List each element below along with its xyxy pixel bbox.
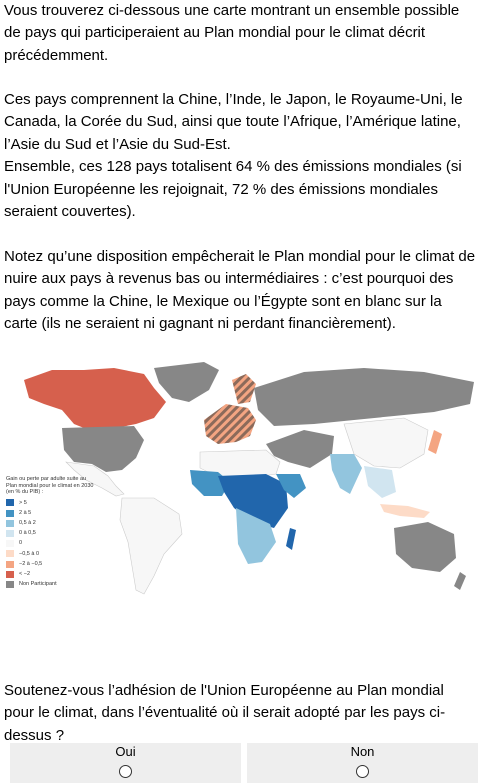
choice-no[interactable]: Non xyxy=(247,743,478,783)
map-south-america xyxy=(119,497,183,595)
legend-swatch xyxy=(6,540,14,548)
map-usa xyxy=(62,426,144,472)
map-russia xyxy=(254,368,474,426)
legend-item: 0,5 à 2 xyxy=(6,518,98,528)
map-europe xyxy=(204,404,256,444)
map-india xyxy=(330,454,362,494)
map-new-zealand xyxy=(454,572,466,590)
choice-no-label: Non xyxy=(350,744,375,759)
legend-label: −0,5 à 0 xyxy=(19,550,40,557)
legend-item: 0 xyxy=(6,539,98,549)
legend-label: Non Participant xyxy=(19,581,57,588)
map-madagascar xyxy=(286,528,296,550)
intro-paragraph-2: Ces pays comprennent la Chine, l’Inde, l… xyxy=(4,89,478,223)
radio-no[interactable] xyxy=(356,765,369,778)
map-canada xyxy=(24,368,166,432)
legend-label: 0 xyxy=(19,540,23,547)
intro-countries-text: Ces pays comprennent la Chine, l’Inde, l… xyxy=(4,91,463,153)
radio-yes[interactable] xyxy=(119,765,132,778)
legend-label: 0,5 à 2 xyxy=(19,519,36,526)
map-greenland xyxy=(154,362,219,402)
map-china xyxy=(343,417,429,469)
map-mexico xyxy=(65,461,125,497)
legend-item: > 5 xyxy=(6,498,98,508)
legend-swatch xyxy=(6,570,14,578)
legend-item: −2 à −0,5 xyxy=(6,559,98,569)
map-australia xyxy=(394,522,456,572)
map-southern-africa xyxy=(236,508,276,564)
legend-swatch xyxy=(6,580,14,588)
question-text: Soutenez-vous l’adhésion de l'Union Euro… xyxy=(4,682,446,744)
map-southeast-asia xyxy=(364,466,396,498)
intro-paragraph-3: Notez qu’une disposition empêcherait le … xyxy=(4,248,476,333)
legend-swatch xyxy=(6,560,14,568)
legend-label: −2 à −0,5 xyxy=(19,560,43,567)
legend-label: 0 à 0,5 xyxy=(19,530,36,537)
choice-yes-label: Oui xyxy=(115,744,136,759)
legend-swatch xyxy=(6,509,14,517)
legend-swatch xyxy=(6,519,14,527)
legend-item: 0 à 0,5 xyxy=(6,528,98,538)
map-japan xyxy=(428,430,442,454)
map-indonesia xyxy=(380,504,430,518)
legend-title: Gain ou perte par adulte suite au Plan m… xyxy=(6,476,94,496)
map-middle-east xyxy=(266,430,334,468)
legend-item: 2 à 5 xyxy=(6,508,98,518)
legend-swatch xyxy=(6,499,14,507)
legend-item: < −2 xyxy=(6,569,98,579)
choice-yes[interactable]: Oui xyxy=(10,743,241,783)
legend-label: 2 à 5 xyxy=(19,509,32,516)
intro-emissions-text: Ensemble, ces 128 pays totalisent 64 % d… xyxy=(4,158,462,221)
legend-label: < −2 xyxy=(19,570,31,577)
map-legend: Gain ou perte par adulte suite au Plan m… xyxy=(6,476,98,589)
legend-item: Non Participant xyxy=(6,579,98,589)
intro-paragraph-1: Vous trouverez ci-dessous une carte mont… xyxy=(4,2,460,64)
legend-swatch xyxy=(6,550,14,558)
legend-label: > 5 xyxy=(19,499,27,506)
world-map xyxy=(24,362,474,595)
legend-swatch xyxy=(6,529,14,537)
map-scandinavia xyxy=(232,374,256,404)
legend-item: −0,5 à 0 xyxy=(6,549,98,559)
map-central-africa xyxy=(218,474,288,528)
map-east-africa xyxy=(276,474,306,498)
